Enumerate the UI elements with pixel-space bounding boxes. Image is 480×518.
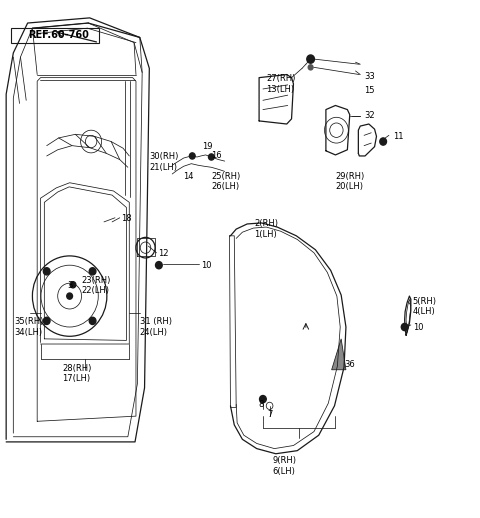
Text: 5(RH)
4(LH): 5(RH) 4(LH) [413,297,437,316]
Text: 33: 33 [364,71,375,81]
Text: 31 (RH)
24(LH): 31 (RH) 24(LH) [140,318,172,337]
Circle shape [380,138,386,145]
Text: 2(RH)
1(LH): 2(RH) 1(LH) [254,220,278,239]
Text: 7: 7 [268,410,273,419]
Text: 25(RH)
26(LH): 25(RH) 26(LH) [211,172,240,192]
Circle shape [190,153,195,159]
Text: 32: 32 [364,111,375,120]
Text: 14: 14 [183,172,193,181]
Text: 11: 11 [393,132,403,141]
Circle shape [401,323,408,330]
Circle shape [260,396,266,403]
Circle shape [156,262,162,269]
Text: REF.60-760: REF.60-760 [28,30,88,40]
Circle shape [67,293,72,299]
Circle shape [307,55,314,63]
Text: 10: 10 [413,323,423,332]
Text: 9(RH)
6(LH): 9(RH) 6(LH) [273,456,297,476]
Circle shape [308,65,313,70]
Text: 19: 19 [202,142,212,151]
Circle shape [208,154,214,160]
Text: 27(RH)
13(LH): 27(RH) 13(LH) [266,74,296,94]
Text: 18: 18 [120,214,132,223]
Bar [11,28,99,42]
Text: 15: 15 [364,85,374,94]
Text: 16: 16 [211,151,222,161]
Text: 10: 10 [201,261,211,270]
Text: 3: 3 [67,281,72,290]
Text: 36: 36 [344,360,355,369]
Circle shape [70,282,76,288]
Text: 28(RH)
17(LH): 28(RH) 17(LH) [62,364,92,383]
Circle shape [43,268,50,275]
Text: 30(RH)
21(LH): 30(RH) 21(LH) [149,152,179,172]
Text: 29(RH)
20(LH): 29(RH) 20(LH) [336,172,365,192]
Text: 12: 12 [158,249,168,258]
Circle shape [89,317,96,324]
Circle shape [43,317,50,324]
Circle shape [89,268,96,275]
Text: 8: 8 [258,400,264,409]
Text: 35(RH)
34(LH): 35(RH) 34(LH) [15,318,44,337]
Polygon shape [332,339,346,370]
Text: 23(RH)
22(LH): 23(RH) 22(LH) [82,276,111,295]
